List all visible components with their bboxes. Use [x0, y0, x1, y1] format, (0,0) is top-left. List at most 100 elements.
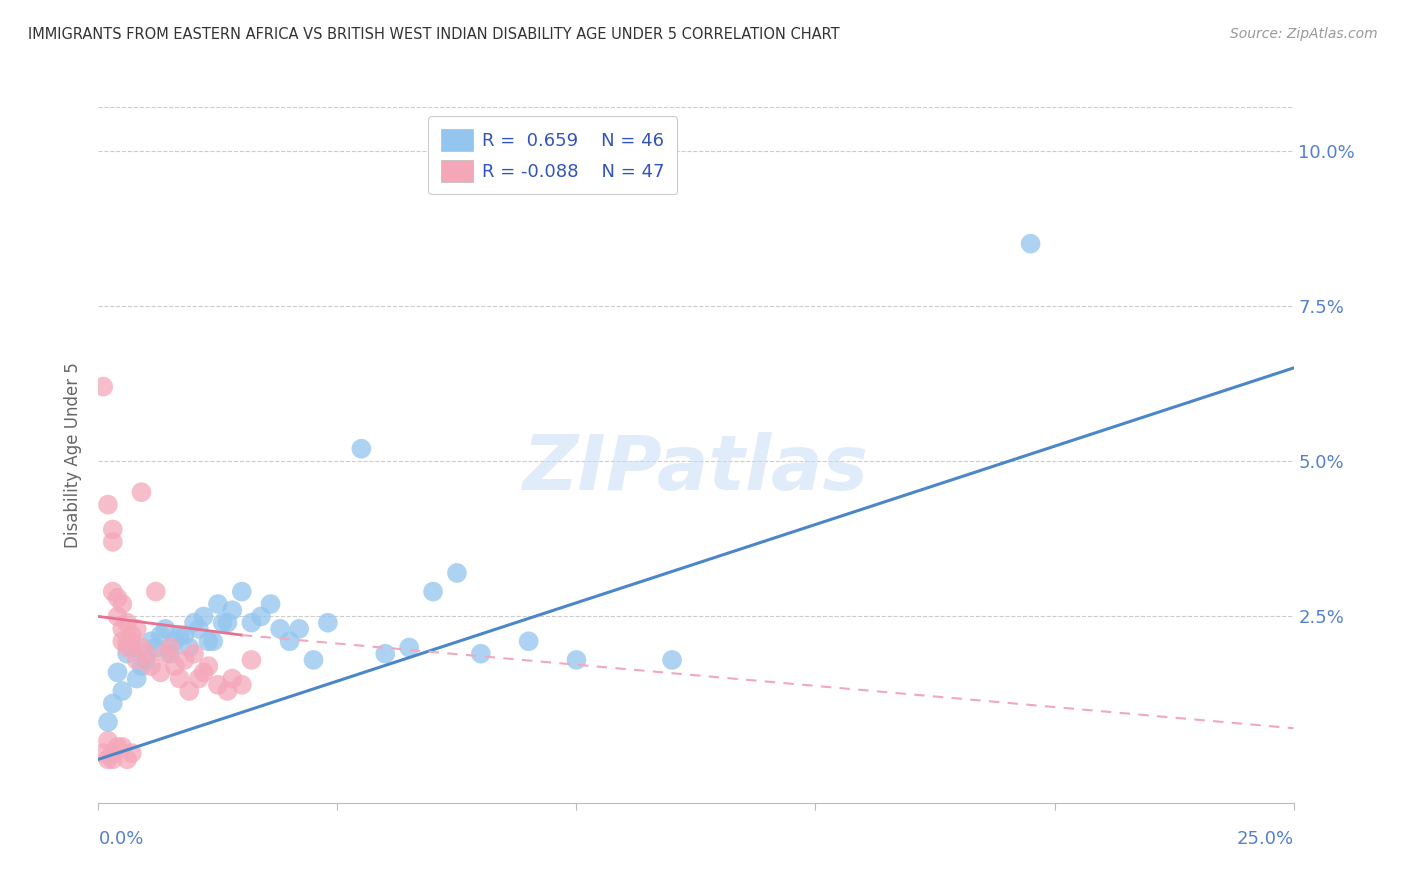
Point	[97, 498, 120, 512]
Text: ZIPatlas: ZIPatlas	[523, 432, 869, 506]
Point	[135, 647, 157, 661]
Point	[111, 684, 134, 698]
Point	[159, 647, 181, 661]
Point	[115, 752, 138, 766]
Point	[159, 640, 181, 655]
Point	[183, 615, 205, 630]
Point	[221, 672, 243, 686]
Point	[135, 653, 157, 667]
Point	[288, 622, 311, 636]
Point	[197, 659, 219, 673]
Point	[101, 584, 124, 599]
Point	[446, 566, 468, 580]
Point	[155, 622, 177, 636]
Point	[179, 640, 201, 655]
Point	[163, 634, 186, 648]
Point	[197, 634, 219, 648]
Point	[173, 653, 195, 667]
Point	[470, 647, 492, 661]
Point	[121, 746, 143, 760]
Point	[115, 647, 138, 661]
Point	[231, 678, 253, 692]
Point	[173, 628, 195, 642]
Point	[97, 714, 120, 729]
Point	[115, 615, 138, 630]
Point	[240, 653, 263, 667]
Point	[398, 640, 420, 655]
Point	[101, 535, 124, 549]
Point	[202, 634, 225, 648]
Point	[211, 615, 233, 630]
Point	[131, 659, 153, 673]
Point	[207, 597, 229, 611]
Point	[121, 634, 143, 648]
Point	[217, 684, 239, 698]
Point	[115, 634, 138, 648]
Point	[316, 615, 339, 630]
Point	[139, 659, 162, 673]
Point	[661, 653, 683, 667]
Point	[259, 597, 281, 611]
Point	[121, 628, 143, 642]
Point	[121, 640, 143, 655]
Point	[350, 442, 373, 456]
Point	[269, 622, 291, 636]
Point	[139, 634, 162, 648]
Point	[131, 640, 153, 655]
Point	[155, 647, 177, 661]
Point	[101, 697, 124, 711]
Point	[101, 746, 124, 760]
Point	[145, 584, 167, 599]
Point	[187, 622, 209, 636]
Point	[107, 591, 129, 605]
Point	[125, 653, 148, 667]
Point	[374, 647, 396, 661]
Point	[278, 634, 301, 648]
Point	[1019, 236, 1042, 251]
Point	[221, 603, 243, 617]
Point	[231, 584, 253, 599]
Point	[183, 647, 205, 661]
Point	[517, 634, 540, 648]
Point	[193, 609, 215, 624]
Point	[125, 672, 148, 686]
Point	[565, 653, 588, 667]
Point	[111, 739, 134, 754]
Point	[107, 739, 129, 754]
Point	[145, 640, 167, 655]
Point	[101, 752, 124, 766]
Legend: Immigrants from Eastern Africa, British West Indians: Immigrants from Eastern Africa, British …	[402, 881, 990, 892]
Text: Source: ZipAtlas.com: Source: ZipAtlas.com	[1230, 27, 1378, 41]
Text: IMMIGRANTS FROM EASTERN AFRICA VS BRITISH WEST INDIAN DISABILITY AGE UNDER 5 COR: IMMIGRANTS FROM EASTERN AFRICA VS BRITIS…	[28, 27, 839, 42]
Point	[217, 615, 239, 630]
Point	[107, 609, 129, 624]
Point	[207, 678, 229, 692]
Point	[187, 672, 209, 686]
Point	[149, 665, 172, 680]
Point	[149, 628, 172, 642]
Text: 25.0%: 25.0%	[1236, 830, 1294, 847]
Point	[131, 485, 153, 500]
Point	[422, 584, 444, 599]
Point	[240, 615, 263, 630]
Point	[111, 622, 134, 636]
Point	[107, 665, 129, 680]
Point	[115, 640, 138, 655]
Point	[97, 752, 120, 766]
Text: 0.0%: 0.0%	[98, 830, 143, 847]
Point	[91, 746, 114, 760]
Point	[97, 733, 120, 747]
Point	[163, 659, 186, 673]
Point	[169, 628, 191, 642]
Point	[193, 665, 215, 680]
Point	[250, 609, 273, 624]
Y-axis label: Disability Age Under 5: Disability Age Under 5	[65, 362, 83, 548]
Point	[169, 672, 191, 686]
Point	[125, 622, 148, 636]
Point	[101, 523, 124, 537]
Point	[111, 597, 134, 611]
Point	[91, 379, 114, 393]
Point	[111, 634, 134, 648]
Point	[302, 653, 325, 667]
Point	[179, 684, 201, 698]
